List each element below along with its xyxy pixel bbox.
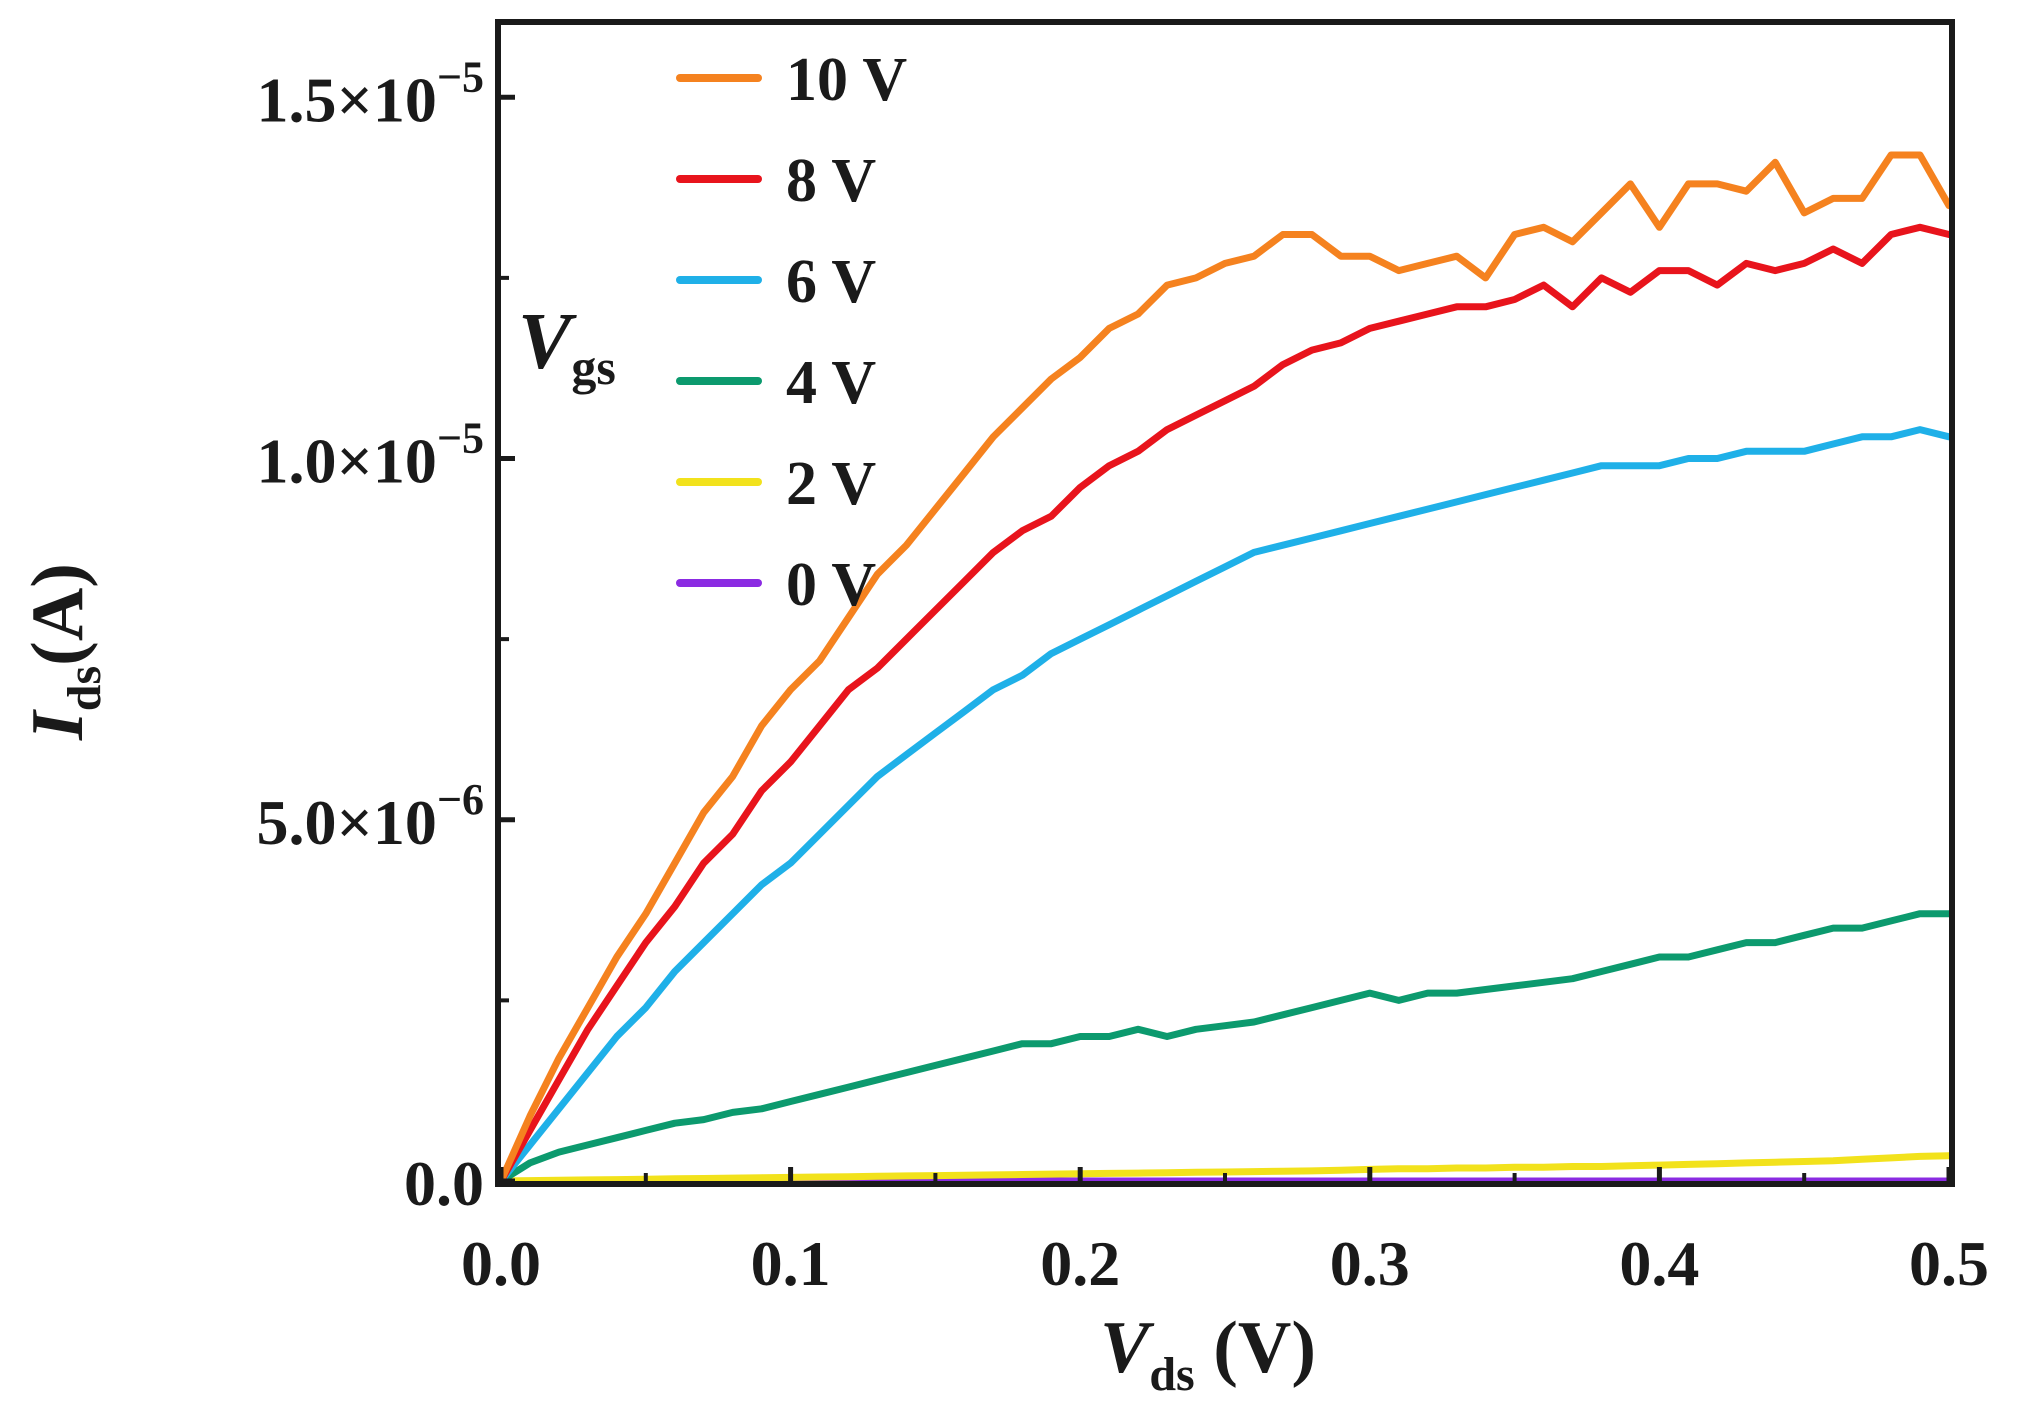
series-line-8v (497, 223, 1953, 1185)
y-tick-mantissa: 1.0×10 (256, 426, 436, 497)
series-line-10v (497, 151, 1953, 1185)
legend-label: 6 V (786, 248, 876, 316)
tick-group: 0.0 0.1 0.2 0.3 0.4 0.50.05.0×10−61.0×10−51.5… (256, 52, 1989, 1299)
legend: 10 V 8 V 6 V 4 V 2 V 0 V Vgs (518, 46, 907, 619)
x-tick-label: 0.1 (751, 1228, 831, 1299)
x-tick-label: 0.2 (1040, 1228, 1120, 1299)
y-tick-label: 1.5×10−5 (256, 52, 484, 135)
plot-frame (495, 19, 1955, 1187)
y-tick-exponent: −6 (437, 775, 484, 824)
y-tick-label: 1.0×10−5 (256, 414, 484, 497)
series-group (497, 151, 1953, 1185)
y-axis-title-sub: ds (58, 666, 111, 711)
series-line-6v (497, 426, 1953, 1185)
legend-title-main: V (518, 298, 577, 386)
y-tick-mantissa: 5.0×10 (256, 787, 436, 858)
x-axis-title-suffix: (V) (1195, 1307, 1316, 1389)
y-tick-exponent: −5 (437, 414, 484, 463)
x-axis-title: Vds (V) (1100, 1307, 1316, 1401)
x-tick-label: 0.3 (1330, 1228, 1410, 1299)
y-tick-mantissa: 1.5×10 (256, 64, 436, 135)
y-tick-exponent: −5 (437, 52, 484, 101)
x-tick-label: 0.5 (1909, 1228, 1989, 1299)
legend-title-sub: gs (571, 339, 615, 395)
y-axis-title-main: I (17, 709, 99, 741)
legend-label: 4 V (786, 349, 876, 417)
x-tick-label: 0.0 (461, 1228, 541, 1299)
legend-items: 10 V 8 V 6 V 4 V 2 V 0 V (676, 46, 907, 619)
y-axis-title: Ids(A) (17, 563, 111, 741)
legend-title: Vgs (518, 298, 616, 395)
legend-label: 10 V (786, 46, 907, 114)
y-tick-label: 0.0 (404, 1148, 484, 1219)
y-tick-label: 5.0×10−6 (256, 775, 484, 858)
series-line-2v (497, 1152, 1953, 1185)
legend-label: 0 V (786, 551, 876, 619)
x-axis-title-main: V (1100, 1307, 1155, 1389)
legend-label: 2 V (786, 450, 876, 518)
series-line-4v (497, 910, 1953, 1185)
x-axis-title-sub: ds (1149, 1348, 1194, 1401)
legend-label: 8 V (786, 147, 876, 215)
x-tick-label: 0.4 (1619, 1228, 1699, 1299)
y-axis-title-suffix: (A) (17, 563, 99, 666)
